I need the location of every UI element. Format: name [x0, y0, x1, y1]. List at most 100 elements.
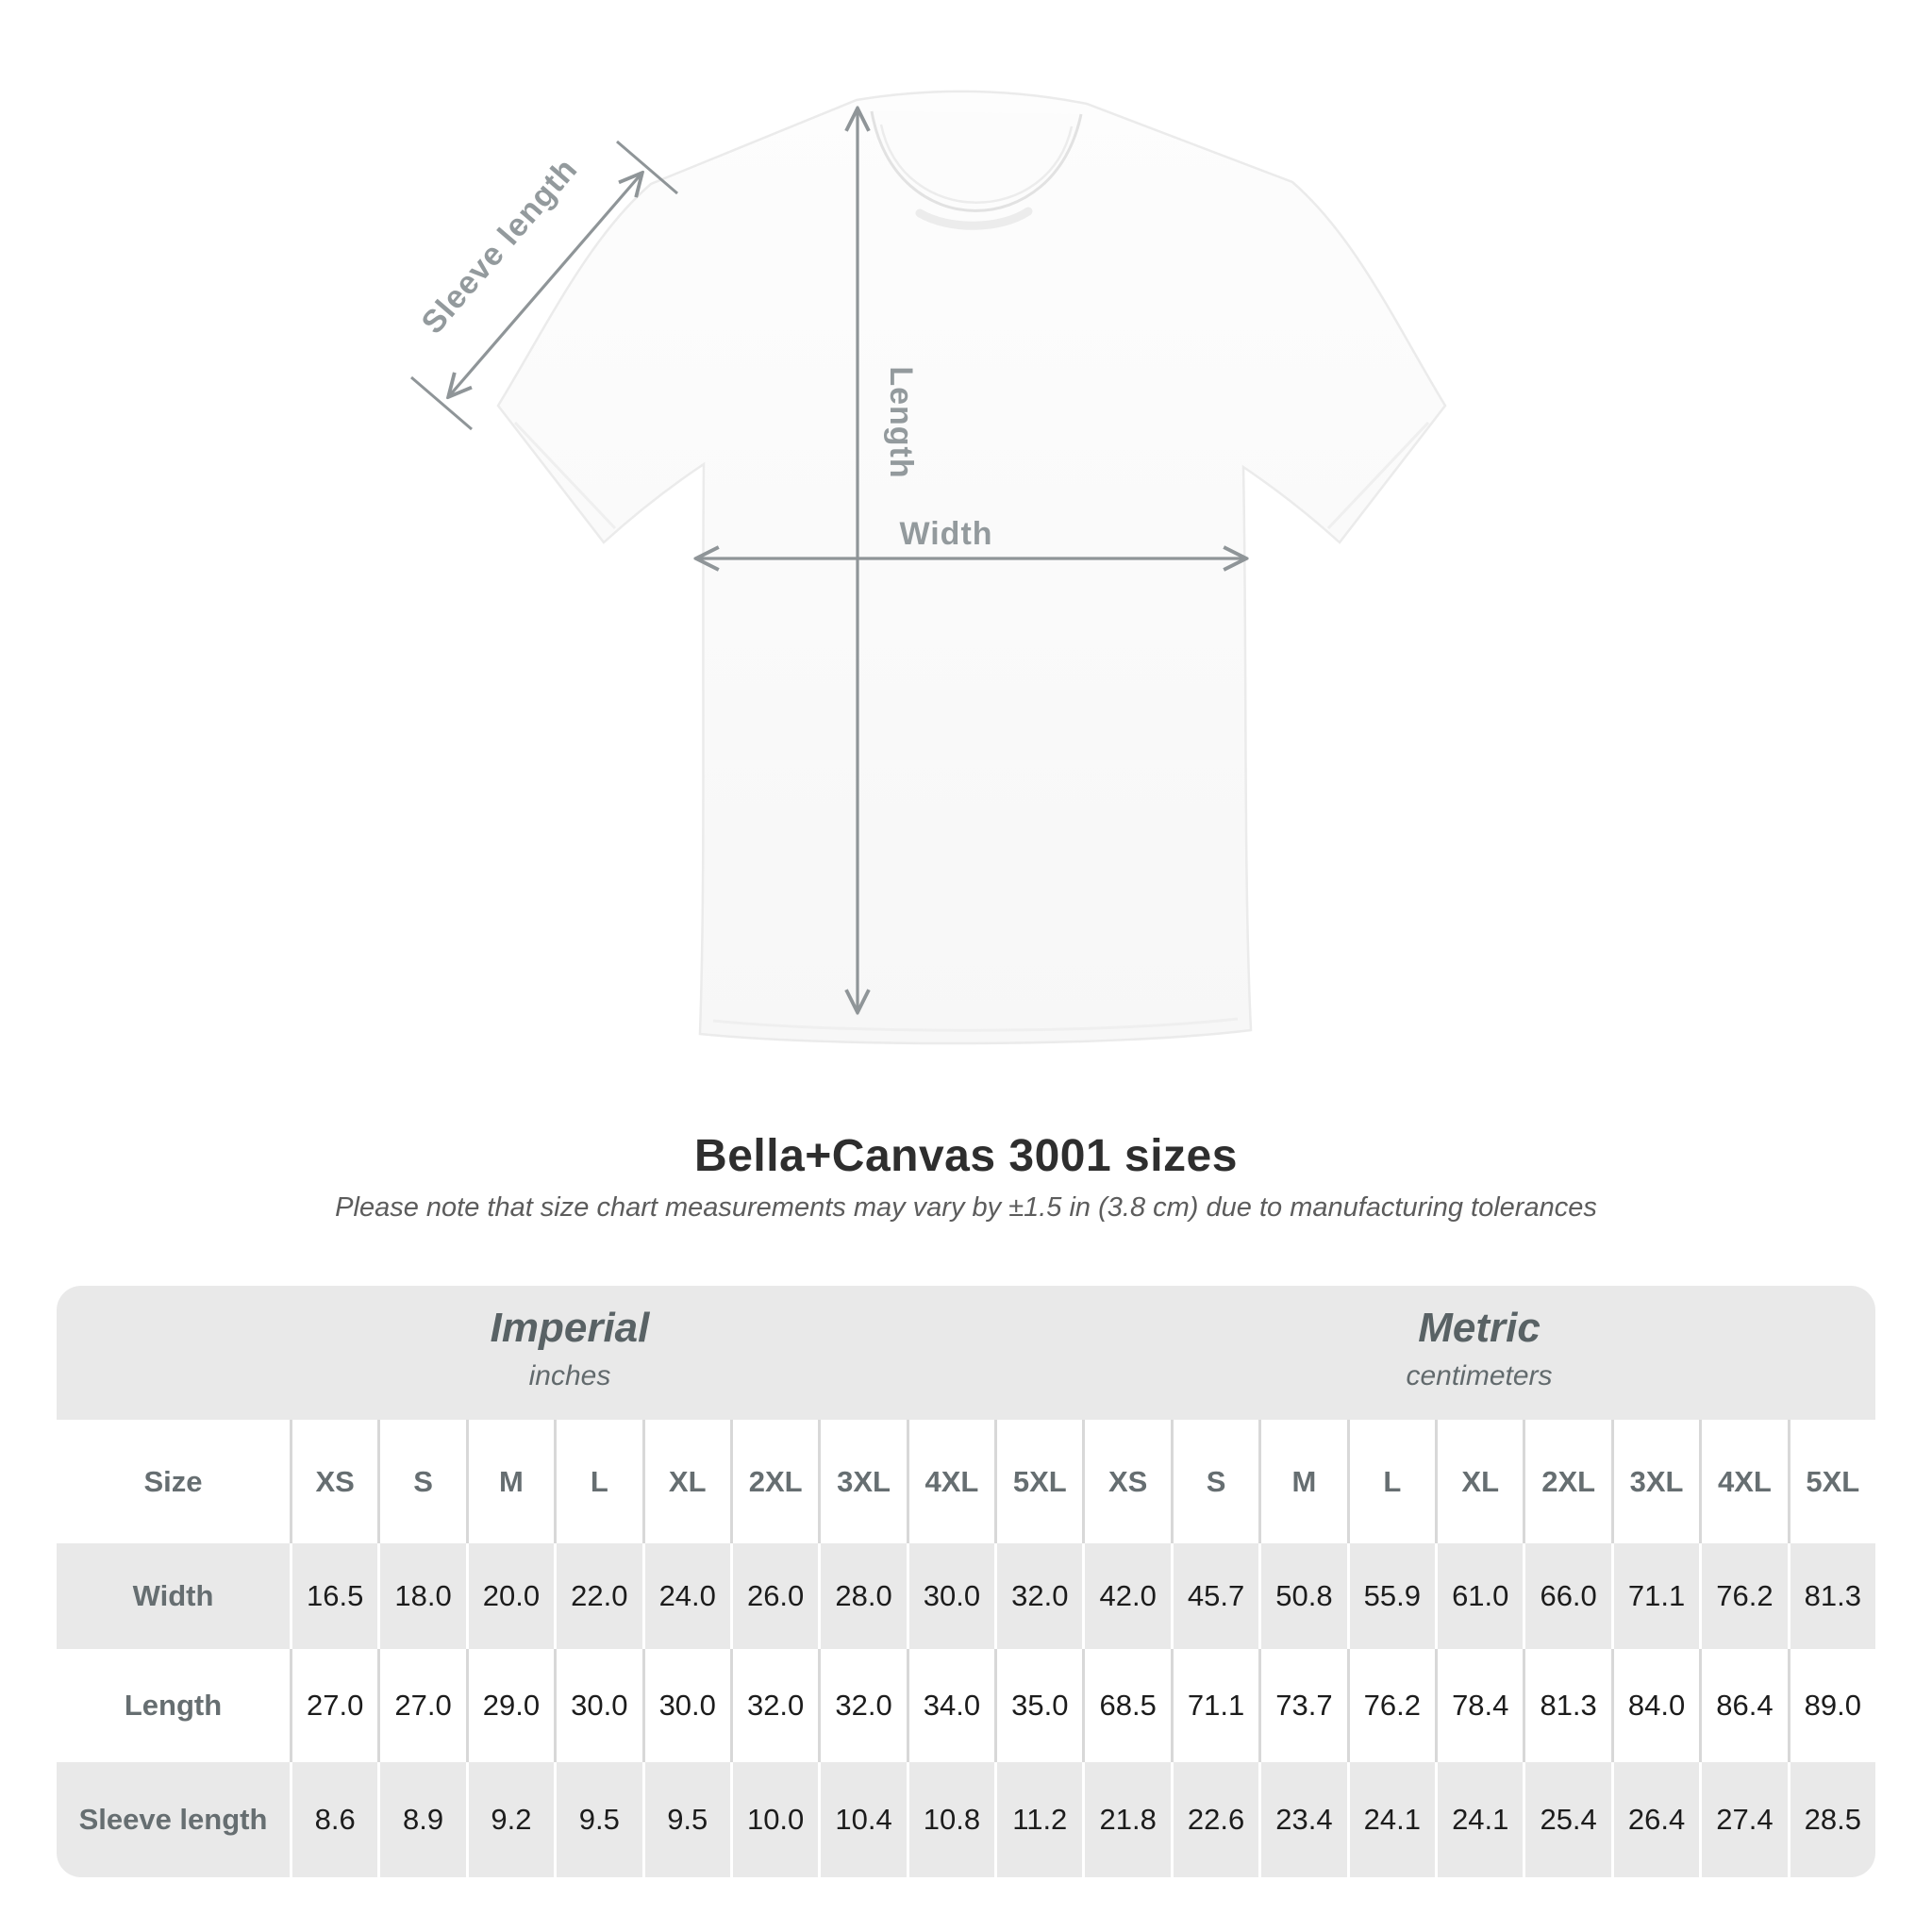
- unit-system-band: Imperial inches Metric centimeters: [57, 1286, 1875, 1420]
- value-cell: 27.4: [1699, 1762, 1787, 1877]
- width-row: Width 16.5 18.0 20.0 22.0 24.0 26.0 28.0…: [57, 1543, 1875, 1649]
- value-cell: 84.0: [1610, 1649, 1699, 1762]
- value-cell: 50.8: [1258, 1543, 1346, 1649]
- row-label: Length: [124, 1689, 223, 1722]
- page-title: Bella+Canvas 3001 sizes: [694, 1131, 1238, 1181]
- metric-unit-label: centimeters: [1406, 1359, 1553, 1391]
- hem-stitch-line: [712, 1017, 1239, 1032]
- value-cell: 22.0: [554, 1543, 641, 1649]
- row-label: Width: [132, 1579, 214, 1612]
- sleeve-length-arrow: [449, 174, 641, 396]
- value-cell: 30.0: [906, 1543, 994, 1649]
- value-cell: 21.8: [1082, 1762, 1170, 1877]
- width-label: Width: [899, 516, 992, 552]
- value-cell: 42.0: [1082, 1543, 1170, 1649]
- size-header-cell: 3XL: [1610, 1420, 1699, 1543]
- value-cell: 68.5: [1082, 1649, 1170, 1762]
- size-column-header: Size: [143, 1464, 203, 1498]
- value-cell: 26.4: [1610, 1762, 1699, 1877]
- size-header-cell: L: [1346, 1420, 1435, 1543]
- value-cell: 10.8: [906, 1762, 994, 1877]
- value-cell: 8.6: [290, 1762, 377, 1877]
- value-cell: 10.4: [818, 1762, 906, 1877]
- value-cell: 66.0: [1523, 1543, 1610, 1649]
- value-cell: 24.0: [641, 1543, 730, 1649]
- size-header-row: Size XS S M L XL 2XL 3XL 4XL 5XL XS S M …: [57, 1420, 1875, 1543]
- size-header-cell: 3XL: [818, 1420, 906, 1543]
- value-cell: 81.3: [1787, 1543, 1875, 1649]
- value-cell: 78.4: [1435, 1649, 1523, 1762]
- size-header-cell: XL: [1435, 1420, 1523, 1543]
- value-cell: 71.1: [1170, 1649, 1258, 1762]
- imperial-unit-label: inches: [528, 1359, 611, 1391]
- collar-shadow: [915, 207, 1033, 230]
- size-header-cell: 5XL: [994, 1420, 1082, 1543]
- length-row: Length 27.0 27.0 29.0 30.0 30.0 32.0 32.…: [57, 1649, 1875, 1762]
- value-cell: 22.6: [1170, 1762, 1258, 1877]
- value-cell: 26.0: [729, 1543, 818, 1649]
- tshirt-image: [496, 90, 1447, 1045]
- value-cell: 71.1: [1610, 1543, 1699, 1649]
- value-cell: 32.0: [994, 1543, 1082, 1649]
- length-label: Length: [883, 366, 919, 478]
- value-cell: 30.0: [641, 1649, 730, 1762]
- value-cell: 27.0: [290, 1649, 377, 1762]
- row-label: Sleeve length: [78, 1803, 268, 1836]
- tshirt-diagram: Sleeve length Length Width: [410, 90, 1447, 1045]
- value-cell: 32.0: [729, 1649, 818, 1762]
- size-header-cell: L: [554, 1420, 641, 1543]
- value-cell: 32.0: [818, 1649, 906, 1762]
- size-header-cell: 4XL: [906, 1420, 994, 1543]
- value-cell: 86.4: [1699, 1649, 1787, 1762]
- value-cell: 25.4: [1523, 1762, 1610, 1877]
- metric-section-header: Metric centimeters: [1083, 1286, 1875, 1420]
- value-cell: 28.0: [818, 1543, 906, 1649]
- left-cuff-stitch: [513, 421, 617, 530]
- collar-stitch-line: [879, 124, 1074, 204]
- value-cell: 9.5: [554, 1762, 641, 1877]
- value-cell: 76.2: [1699, 1543, 1787, 1649]
- value-cell: 9.2: [465, 1762, 554, 1877]
- value-cell: 20.0: [465, 1543, 554, 1649]
- value-cell: 55.9: [1346, 1543, 1435, 1649]
- value-cell: 8.9: [377, 1762, 465, 1877]
- size-table: Imperial inches Metric centimeters Size …: [57, 1286, 1875, 1877]
- value-cell: 29.0: [465, 1649, 554, 1762]
- value-cell: 73.7: [1258, 1649, 1346, 1762]
- sleeve-length-row: Sleeve length 8.6 8.9 9.2 9.5 9.5 10.0 1…: [57, 1762, 1875, 1877]
- value-cell: 81.3: [1523, 1649, 1610, 1762]
- value-cell: 23.4: [1258, 1762, 1346, 1877]
- value-cell: 28.5: [1787, 1762, 1875, 1877]
- size-header-cell: M: [465, 1420, 554, 1543]
- value-cell: 11.2: [994, 1762, 1082, 1877]
- value-cell: 16.5: [290, 1543, 377, 1649]
- value-cell: 24.1: [1435, 1762, 1523, 1877]
- tshirt-collar: [870, 110, 1083, 212]
- sleeve-arrow-tick-top: [616, 140, 678, 195]
- value-cell: 30.0: [554, 1649, 641, 1762]
- value-cell: 76.2: [1346, 1649, 1435, 1762]
- right-cuff-stitch: [1326, 421, 1430, 530]
- size-header-cell: 2XL: [729, 1420, 818, 1543]
- size-header-cell: XS: [290, 1420, 377, 1543]
- value-cell: 10.0: [729, 1762, 818, 1877]
- value-cell: 45.7: [1170, 1543, 1258, 1649]
- tolerance-note: Please note that size chart measurements…: [335, 1192, 1597, 1223]
- size-header-cell: S: [377, 1420, 465, 1543]
- size-header-cell: S: [1170, 1420, 1258, 1543]
- size-header-cell: 4XL: [1699, 1420, 1787, 1543]
- imperial-section-header: Imperial inches: [57, 1286, 1083, 1420]
- size-header-cell: 2XL: [1523, 1420, 1610, 1543]
- size-header-cell: 5XL: [1787, 1420, 1875, 1543]
- value-cell: 9.5: [641, 1762, 730, 1877]
- value-cell: 89.0: [1787, 1649, 1875, 1762]
- sleeve-arrow-tick-bottom: [410, 375, 473, 431]
- imperial-label: Imperial: [490, 1304, 650, 1351]
- metric-label: Metric: [1418, 1304, 1541, 1351]
- value-cell: 24.1: [1346, 1762, 1435, 1877]
- value-cell: 18.0: [377, 1543, 465, 1649]
- value-cell: 35.0: [994, 1649, 1082, 1762]
- size-header-cell: XS: [1082, 1420, 1170, 1543]
- size-header-cell: XL: [641, 1420, 730, 1543]
